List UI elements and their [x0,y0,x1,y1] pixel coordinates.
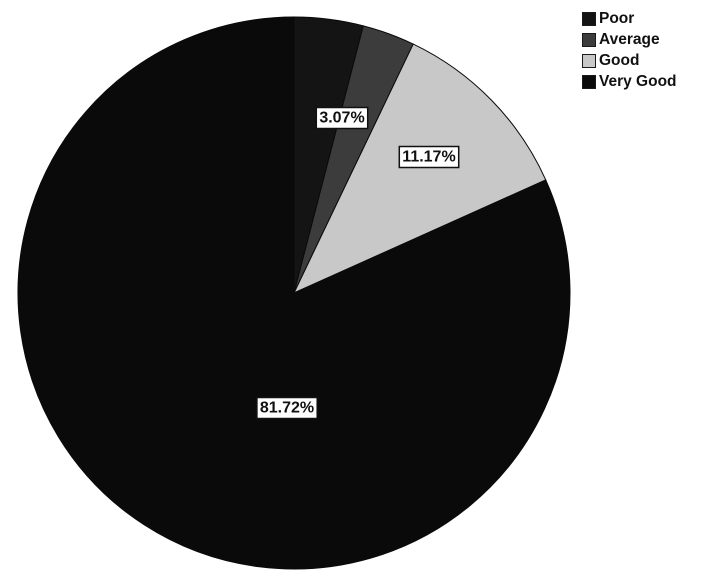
data-label-box [315,106,369,130]
data-label-average: 3.07% [315,106,369,130]
data-label-text: 81.72% [260,400,314,417]
pie-slice-very-good [17,16,571,570]
data-label-box [256,396,318,420]
chart-legend: Poor Average Good Very Good [582,8,677,92]
data-label-text: 3.07% [319,110,364,127]
legend-swatch [582,74,596,89]
data-label-text: 11.17% [402,149,455,166]
data-label-good: 11.17% [398,145,460,169]
legend-label: Poor [599,9,635,27]
legend-swatch [582,32,596,47]
data-label-box [398,145,460,169]
legend-swatch [582,53,596,68]
pie-slice-good [292,43,547,295]
legend-label: Very Good [599,72,677,90]
legend-item-average: Average [582,29,677,50]
legend-item-good: Good [582,50,677,71]
pie-data-labels: 3.07% 11.17% 81.72% [256,106,460,420]
legend-label: Good [599,51,640,69]
data-label-very-good: 81.72% [256,396,318,420]
legend-label: Average [599,30,660,48]
legend-swatch [582,11,596,26]
legend-item-poor: Poor [582,8,677,29]
pie-slices [17,16,571,570]
legend-item-very-good: Very Good [582,71,677,92]
